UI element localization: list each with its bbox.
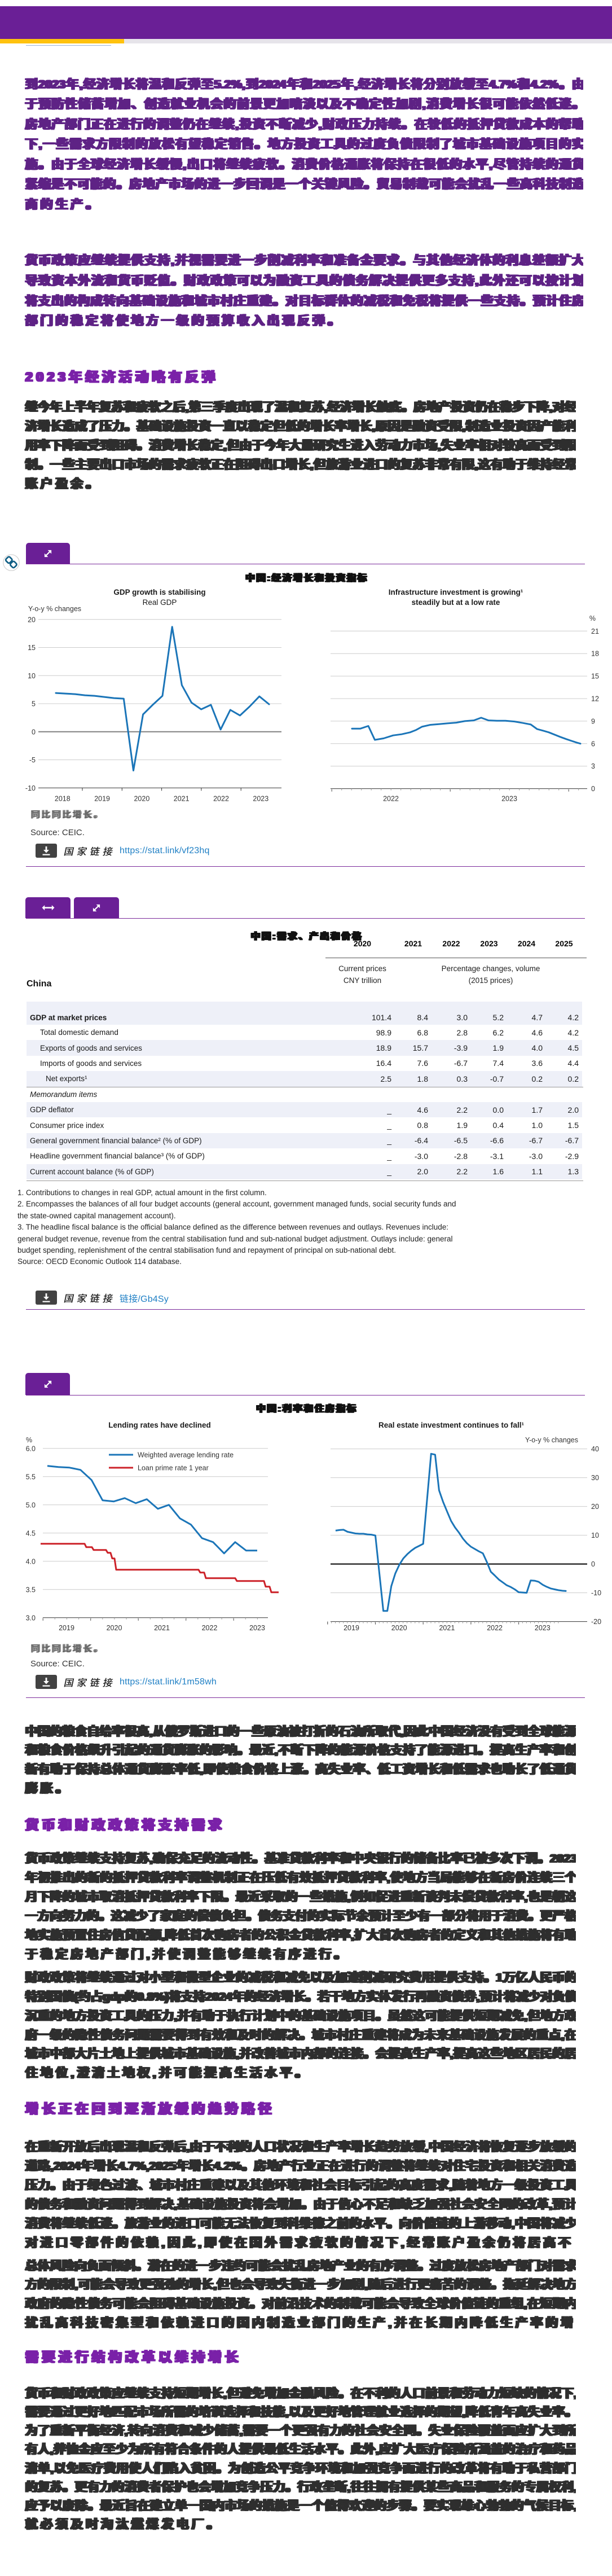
svg-text:-20: -20 (591, 1618, 601, 1626)
svg-text:40: 40 (591, 1445, 599, 1453)
svg-text:10: 10 (28, 672, 36, 680)
svg-text:18: 18 (591, 650, 599, 658)
svg-text:0: 0 (32, 728, 36, 736)
svg-text:2023: 2023 (535, 1624, 551, 1632)
svg-text:4.0: 4.0 (26, 1557, 36, 1565)
svg-text:2021: 2021 (439, 1624, 455, 1632)
svg-text:30: 30 (591, 1474, 599, 1482)
svg-text:2019: 2019 (344, 1624, 359, 1632)
svg-text:Infrastructure investment is g: Infrastructure investment is growing¹ (389, 588, 523, 596)
svg-text:2020: 2020 (391, 1624, 407, 1632)
svg-text:5.0: 5.0 (26, 1501, 36, 1509)
svg-text:5.5: 5.5 (26, 1473, 36, 1481)
svg-text:%: % (26, 1436, 32, 1444)
svg-text:2019: 2019 (59, 1624, 74, 1632)
svg-text:Y-o-y % changes: Y-o-y % changes (525, 1436, 578, 1444)
svg-text:GDP growth is stabilising: GDP growth is stabilising (113, 588, 205, 596)
svg-text:15: 15 (28, 644, 36, 652)
svg-text:2022: 2022 (487, 1624, 503, 1632)
svg-text:2020: 2020 (107, 1624, 122, 1632)
svg-text:10: 10 (591, 1531, 599, 1539)
svg-text:2021: 2021 (154, 1624, 170, 1632)
svg-text:Real GDP: Real GDP (143, 598, 177, 607)
svg-text:4.5: 4.5 (26, 1529, 36, 1537)
svg-text:3.0: 3.0 (26, 1614, 36, 1622)
svg-text:5: 5 (32, 700, 36, 708)
svg-text:2022: 2022 (213, 795, 229, 803)
svg-text:2022: 2022 (383, 795, 399, 803)
svg-text:2022: 2022 (202, 1624, 218, 1632)
svg-text:2023: 2023 (501, 795, 517, 803)
svg-text:3.5: 3.5 (26, 1586, 36, 1594)
svg-text:Y-o-y % changes: Y-o-y % changes (28, 605, 81, 613)
svg-text:21: 21 (591, 627, 599, 635)
svg-text:-10: -10 (25, 784, 36, 792)
svg-text:9: 9 (591, 717, 595, 725)
svg-text:20: 20 (28, 616, 36, 624)
svg-text:2018: 2018 (55, 795, 71, 803)
svg-text:2021: 2021 (174, 795, 190, 803)
svg-text:Weighted average lending rate: Weighted average lending rate (138, 1451, 234, 1459)
svg-text:2023: 2023 (249, 1624, 265, 1632)
svg-text:2020: 2020 (134, 795, 149, 803)
svg-text:Loan prime rate 1 year: Loan prime rate 1 year (138, 1464, 209, 1472)
svg-text:steadily but at a low rate: steadily but at a low rate (412, 598, 500, 607)
svg-text:3: 3 (591, 762, 595, 770)
svg-text:-5: -5 (29, 756, 36, 764)
svg-text:Real estate investment continu: Real estate investment continues to fall… (378, 1421, 525, 1429)
svg-text:12: 12 (591, 695, 599, 703)
svg-text:0: 0 (591, 785, 595, 793)
svg-text:6: 6 (591, 740, 595, 748)
svg-text:%: % (589, 615, 596, 622)
svg-text:2023: 2023 (253, 795, 268, 803)
svg-text:0: 0 (591, 1560, 595, 1568)
svg-text:-10: -10 (591, 1589, 601, 1597)
svg-text:2019: 2019 (94, 795, 110, 803)
svg-text:20: 20 (591, 1503, 599, 1511)
svg-text:Lending rates have declined: Lending rates have declined (108, 1421, 211, 1429)
svg-text:15: 15 (591, 673, 599, 681)
svg-text:6.0: 6.0 (26, 1445, 36, 1452)
